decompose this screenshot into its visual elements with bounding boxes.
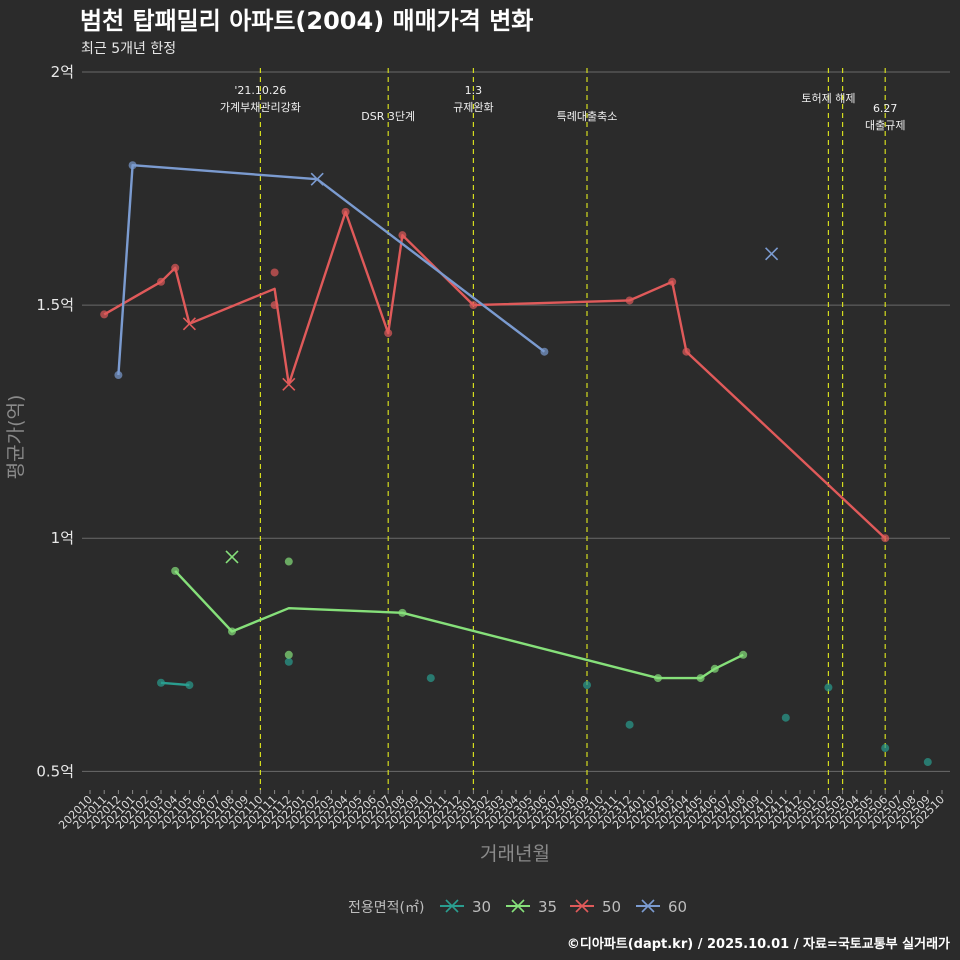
legend-item-35: 35 [506, 898, 557, 916]
event-label: 규제완화 [453, 101, 493, 114]
data-point [625, 720, 634, 729]
series-35 [171, 550, 748, 683]
caption: ©디아파트(dapt.kr) / 2025.10.01 / 자료=국토교통부 실… [567, 936, 950, 952]
legend-label: 60 [668, 898, 687, 916]
data-point [284, 657, 293, 666]
legend-title: 전용면적(㎡) [348, 900, 424, 916]
cross-stroke [282, 377, 296, 391]
data-point [583, 681, 591, 690]
legend-cross [641, 899, 655, 913]
data-point [781, 713, 790, 722]
series-line-50 [103, 210, 887, 540]
data-point-cross [282, 377, 296, 391]
y-tick-label: 2억 [51, 63, 74, 81]
data-point [540, 347, 549, 356]
series-line-30 [160, 681, 190, 687]
series-layer [100, 161, 932, 767]
x-axis-title: 거래년월 [480, 843, 550, 865]
y-tick-label: 1.5억 [36, 296, 74, 314]
data-point [398, 608, 407, 617]
data-point [270, 301, 279, 310]
event-label: DSR 3단계 [361, 110, 415, 123]
event-label: 1.3 [465, 84, 483, 97]
data-point [625, 296, 634, 305]
legend-item-50: 50 [570, 898, 621, 916]
x-axis-ticks: 2020102020112020122021012021022021032021… [56, 790, 947, 832]
cross-stroke [182, 317, 196, 331]
data-point [668, 277, 677, 286]
data-point [128, 161, 137, 170]
legend-item-60: 60 [636, 898, 687, 916]
event-label: 6.27 [873, 102, 898, 115]
data-point-cross [182, 317, 196, 331]
data-point [881, 744, 890, 753]
y-axis-title: 평균가(억) [5, 395, 27, 480]
data-point [739, 650, 748, 659]
data-point [284, 557, 293, 566]
event-label: '21.10.26 [234, 84, 286, 97]
legend-cross [445, 899, 459, 913]
cross-stroke [765, 247, 779, 261]
series-line-60 [117, 164, 546, 376]
data-point [157, 277, 165, 286]
data-point [398, 231, 407, 240]
data-point [384, 329, 393, 338]
data-point [696, 674, 705, 683]
y-tick-label: 1억 [51, 529, 74, 547]
event-label: 대출규제 [865, 119, 905, 132]
data-point [171, 263, 180, 272]
legend-item-30: 30 [440, 898, 491, 916]
cross-stroke [225, 550, 239, 564]
event-label: 특례대출축소 [557, 110, 618, 123]
data-point-cross [225, 550, 239, 564]
data-point [824, 683, 833, 692]
legend-cross [511, 899, 525, 913]
data-point [710, 664, 719, 673]
series-50 [100, 207, 890, 543]
chart-subtitle: 최근 5개년 한정 [81, 41, 176, 57]
legend-label: 30 [472, 898, 491, 916]
event-label: 토허제 해제 [801, 91, 855, 105]
legend-label: 35 [538, 898, 557, 916]
y-tick-label: 0.5억 [36, 762, 74, 780]
data-point [114, 371, 123, 380]
data-point-cross [765, 247, 779, 261]
data-point [923, 758, 932, 767]
series-60 [114, 161, 779, 380]
data-point-cross [310, 172, 324, 186]
data-point [426, 674, 435, 683]
cross-stroke [310, 172, 324, 186]
data-point [185, 681, 194, 690]
data-point [881, 534, 890, 543]
legend-label: 50 [602, 898, 621, 916]
legend: 전용면적(㎡) 30 35 50 60 [348, 898, 687, 916]
data-point [284, 650, 293, 659]
grid: 0.5억 1억 1.5억 2억 [36, 63, 950, 780]
data-point [682, 347, 691, 356]
data-point [270, 268, 279, 277]
data-point [157, 678, 165, 687]
data-point [469, 301, 478, 310]
data-point [171, 566, 180, 575]
data-point [341, 207, 350, 216]
event-label: 가계부채관리강화 [220, 101, 301, 114]
data-point [654, 674, 662, 683]
data-point [100, 310, 109, 319]
chart-title: 범천 탑패밀리 아파트(2004) 매매가격 변화 [80, 7, 533, 35]
legend-cross [575, 899, 589, 913]
data-point [228, 627, 236, 636]
series-30 [157, 657, 932, 767]
